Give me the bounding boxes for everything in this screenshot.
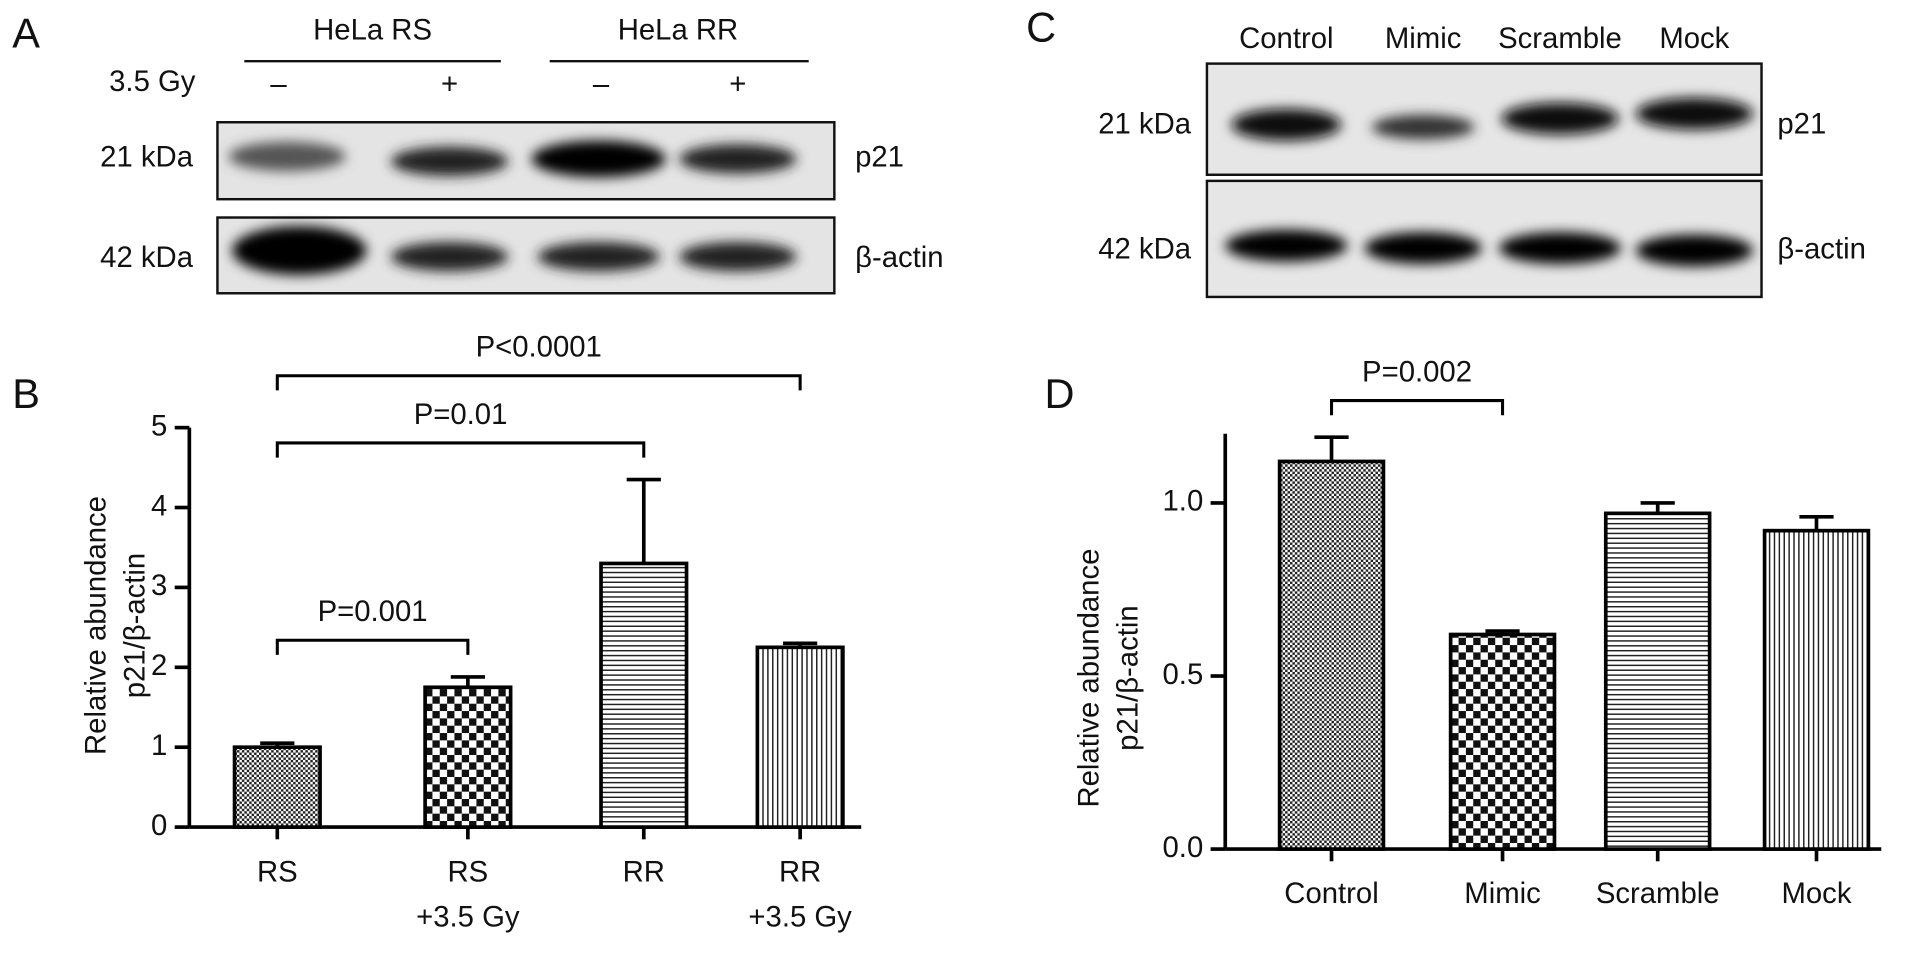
protein-label: β-actin [855, 241, 944, 274]
y-axis-label: p21/β-actin [1112, 605, 1145, 751]
y-tick-label: 3 [151, 569, 167, 602]
significance-bracket [275, 374, 802, 391]
y-tick-label: 5 [151, 409, 167, 442]
x-tick-label: Control [1284, 877, 1378, 910]
x-tick-label: +3.5 Gy [416, 900, 520, 933]
bands [228, 140, 797, 275]
group-label: HeLa RS [313, 14, 432, 47]
lane-label: Mock [1659, 22, 1729, 55]
panel-label: A [12, 10, 40, 57]
treatment: – [270, 67, 287, 100]
x-tick-label: RS [257, 855, 298, 888]
p-value: P=0.01 [414, 398, 508, 431]
y-tick-label: 1 [151, 729, 167, 762]
y-tick-label: 1.0 [1163, 485, 1204, 518]
x-tick-label: +3.5 Gy [748, 900, 852, 933]
size-label: 42 kDa [1098, 232, 1192, 265]
error-bar [1485, 629, 1520, 635]
blot-a [216, 59, 836, 295]
bands [1225, 97, 1753, 267]
size-label: 21 kDa [100, 141, 194, 174]
lane-label: Mimic [1385, 22, 1461, 55]
bar [232, 745, 322, 829]
bar [1277, 459, 1386, 851]
treatment-label: 3.5 Gy [109, 65, 196, 98]
size-label: 42 kDa [100, 241, 194, 274]
bar [599, 561, 689, 829]
p-value: P=0.001 [318, 595, 428, 628]
error-bar [1640, 501, 1675, 514]
error-bar [626, 477, 661, 564]
bar [1603, 511, 1712, 851]
y-tick-label: 0.0 [1163, 831, 1204, 864]
panel-label: D [1044, 370, 1074, 417]
bar [1448, 632, 1557, 851]
y-axis-label: Relative abundance [1073, 549, 1106, 808]
y-tick-label: 2 [151, 649, 167, 682]
protein-label: p21 [855, 141, 904, 174]
treatment: + [729, 67, 746, 100]
y-tick-label: 0.5 [1163, 658, 1204, 691]
p-value: P<0.0001 [476, 331, 602, 364]
y-tick-label: 4 [151, 489, 167, 522]
x-tick-label: RR [779, 855, 821, 888]
y-tick-label: 0 [151, 809, 167, 842]
x-tick-label: Mock [1781, 877, 1851, 910]
blot-c [1205, 62, 1763, 299]
size-label: 21 kDa [1098, 108, 1192, 141]
x-tick-label: RS [448, 855, 489, 888]
significance-bracket [1329, 399, 1505, 416]
protein-label: p21 [1777, 108, 1826, 141]
y-axis-label: p21/β-actin [119, 553, 152, 699]
error-bar [450, 675, 485, 688]
treatment: – [593, 67, 610, 100]
y-axis-label: Relative abundance [79, 496, 112, 755]
x-tick-label: Scramble [1596, 877, 1720, 910]
bar [1762, 528, 1871, 851]
protein-label: β-actin [1777, 232, 1866, 265]
panel-label: B [12, 370, 40, 417]
lane-label: Scramble [1498, 22, 1622, 55]
significance-bracket [275, 441, 646, 458]
x-tick-label: Mimic [1464, 877, 1540, 910]
bar [423, 685, 513, 829]
bar [755, 645, 845, 829]
error-bar [1799, 514, 1834, 531]
error-bar [1314, 435, 1349, 462]
panel-label: C [1026, 4, 1056, 51]
significance-bracket [275, 638, 470, 655]
lane-label: Control [1239, 22, 1333, 55]
error-bar [783, 641, 818, 648]
p-value: P=0.002 [1362, 355, 1472, 388]
group-label: HeLa RR [618, 14, 739, 47]
x-tick-label: RR [623, 855, 665, 888]
error-bar [260, 741, 295, 748]
treatment: + [441, 67, 458, 100]
